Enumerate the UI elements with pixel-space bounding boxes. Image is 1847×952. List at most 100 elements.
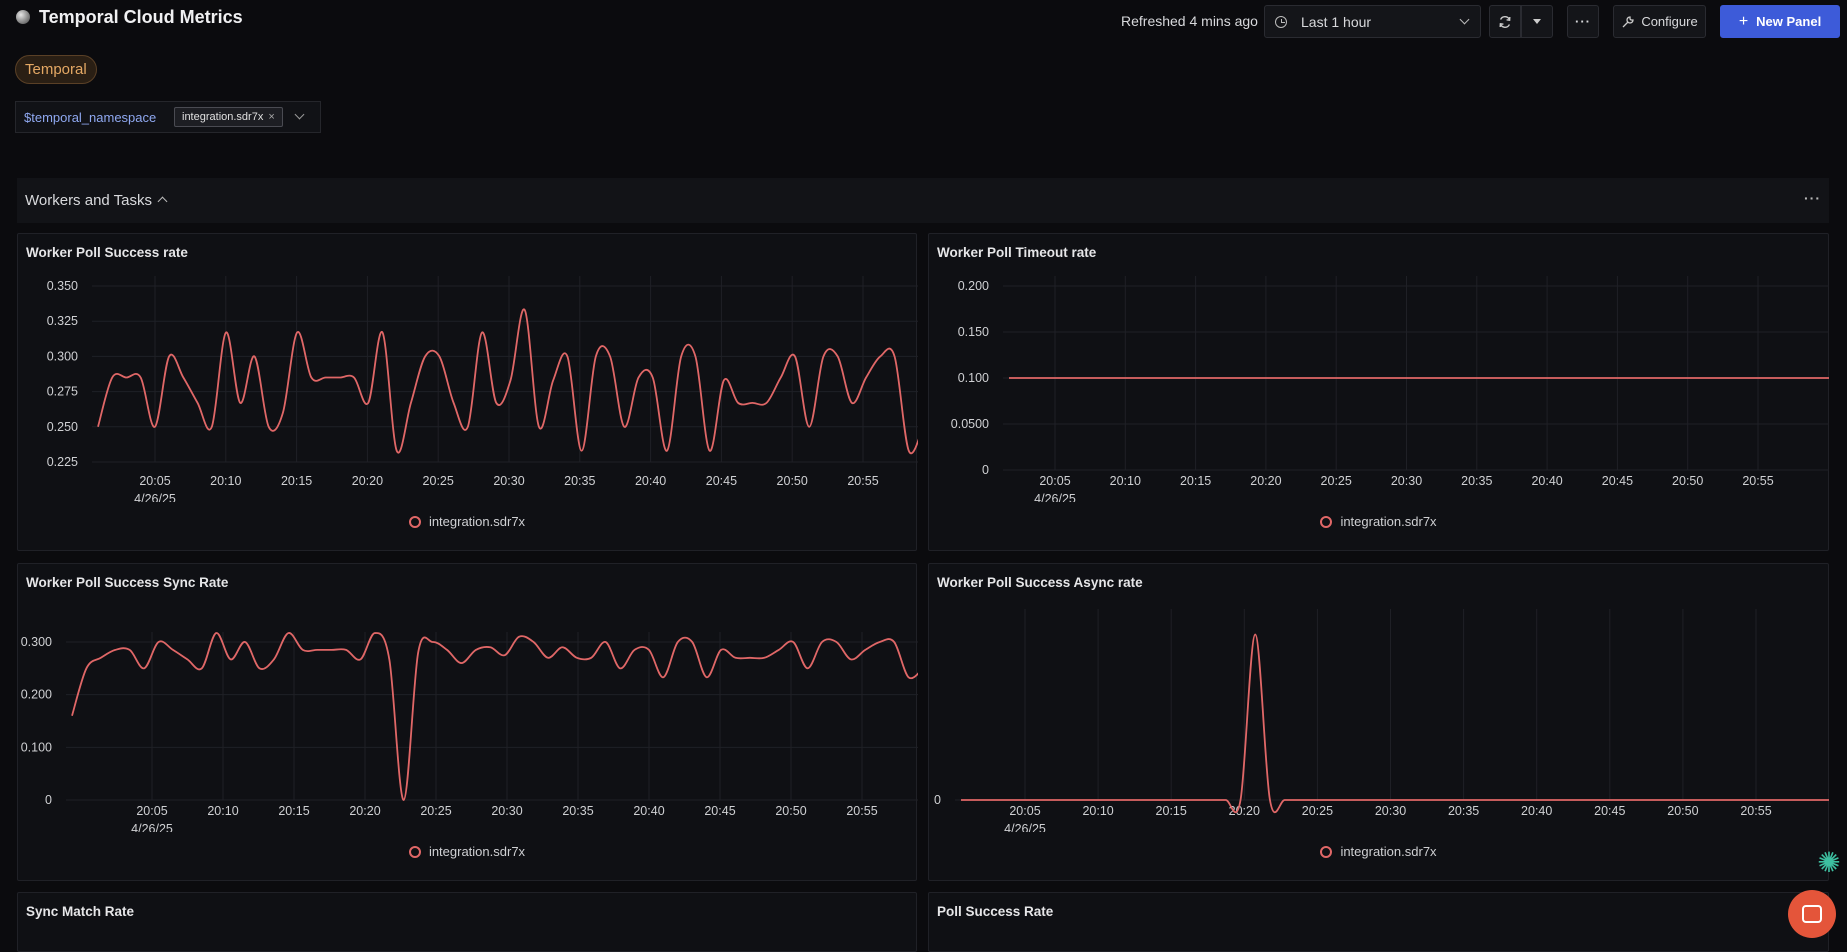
x-tick-label: 20:35 bbox=[564, 474, 595, 488]
x-tick-label: 20:40 bbox=[1531, 474, 1562, 488]
x-tick-label: 20:25 bbox=[1321, 474, 1352, 488]
panel-title: Worker Poll Success Async rate bbox=[937, 575, 1143, 590]
x-tick-label: 20:20 bbox=[352, 474, 383, 488]
row-menu-button[interactable]: ··· bbox=[1804, 190, 1821, 206]
y-tick-label: 0.100 bbox=[21, 740, 52, 754]
page-title: Temporal Cloud Metrics bbox=[39, 7, 243, 27]
legend-label: integration.sdr7x bbox=[1340, 844, 1437, 859]
y-tick-label: 0.200 bbox=[21, 688, 52, 702]
configure-button[interactable]: Configure bbox=[1613, 5, 1706, 38]
x-tick-label: 20:10 bbox=[210, 474, 241, 488]
panel-3[interactable]: Worker Poll Success Sync Rate 20:05 4/26/2… bbox=[17, 563, 918, 881]
x-tick-label: 20:30 bbox=[491, 804, 522, 818]
x-tick-label: 20:10 bbox=[207, 804, 238, 818]
x-tick-label: 20:15 bbox=[1156, 804, 1187, 818]
dashboard-tag[interactable]: Temporal bbox=[15, 55, 97, 84]
panel-4[interactable]: Worker Poll Success Async rate 20:05 4/26/… bbox=[928, 563, 1829, 881]
series-line bbox=[961, 633, 1829, 814]
chart-legend[interactable]: integration.sdr7x bbox=[929, 844, 1828, 859]
row-header-workers-and-tasks[interactable]: Workers and Tasks ··· bbox=[17, 178, 1829, 223]
plus-icon: + bbox=[1738, 12, 1749, 30]
panel-title: Worker Poll Success Sync Rate bbox=[26, 575, 229, 590]
x-tick-label: 20:55 bbox=[1740, 804, 1771, 818]
x-tick-label: 20:05 bbox=[136, 804, 167, 818]
chart-legend[interactable]: integration.sdr7x bbox=[18, 844, 916, 859]
x-tick-label: 20:40 bbox=[1521, 804, 1552, 818]
x-tick-label: 20:25 bbox=[423, 474, 454, 488]
x-tick-label: 20:50 bbox=[1672, 474, 1703, 488]
legend-marker-icon bbox=[1320, 515, 1333, 528]
variable-value: integration.sdr7x bbox=[182, 111, 264, 123]
y-tick-label: 0.225 bbox=[47, 455, 78, 469]
time-range-picker[interactable]: Last 1 hour bbox=[1264, 5, 1481, 38]
legend-marker-icon bbox=[408, 845, 421, 858]
x-tick-label: 20:15 bbox=[1180, 474, 1211, 488]
x-tick-label: 20:45 bbox=[1602, 474, 1633, 488]
legend-label: integration.sdr7x bbox=[428, 514, 526, 529]
x-tick-label: 20:55 bbox=[847, 474, 878, 488]
y-tick-label: 0.250 bbox=[47, 420, 78, 434]
legend-label: integration.sdr7x bbox=[428, 844, 526, 859]
openai-icon[interactable]: ✺ bbox=[1817, 847, 1841, 878]
variable-value-chip[interactable]: integration.sdr7x × bbox=[174, 107, 283, 127]
x-tick-label: 20:15 bbox=[281, 474, 312, 488]
x-tick-label: 20:30 bbox=[493, 474, 524, 488]
panel-title: Worker Poll Timeout rate bbox=[937, 245, 1097, 260]
new-panel-label: New Panel bbox=[1756, 14, 1822, 29]
panel-2[interactable]: Worker Poll Timeout rate 20:05 4/26/25 20:1… bbox=[928, 233, 1829, 551]
y-tick-label: 0.325 bbox=[47, 314, 78, 328]
wrench-icon bbox=[1622, 15, 1634, 27]
time-range-label: Last 1 hour bbox=[1301, 13, 1372, 30]
y-tick-label: 0 bbox=[45, 793, 52, 807]
panel-title: Sync Match Rate bbox=[26, 904, 135, 919]
chart-legend[interactable]: integration.sdr7x bbox=[18, 514, 916, 529]
more-options-button[interactable]: ··· bbox=[1567, 5, 1599, 38]
chevron-down-icon[interactable] bbox=[294, 109, 305, 120]
refresh-interval-dropdown[interactable] bbox=[1521, 5, 1553, 38]
legend-label: integration.sdr7x bbox=[1340, 514, 1437, 529]
top-bar: Temporal Cloud Metrics Refreshed 4 mins … bbox=[0, 0, 1847, 44]
chevron-down-icon bbox=[1459, 14, 1470, 25]
caret-down-icon bbox=[1533, 18, 1541, 24]
y-tick-label: 0.0500 bbox=[951, 417, 989, 431]
series-line bbox=[71, 632, 918, 801]
x-date-label: 4/26/25 bbox=[1034, 492, 1076, 502]
x-tick-label: 20:35 bbox=[1448, 804, 1479, 818]
x-tick-label: 20:05 bbox=[1039, 474, 1070, 488]
chart-svg: 20:05 4/26/25 20:10 20:15 20:20 20:25 20:30 20:… bbox=[951, 276, 1829, 502]
y-tick-label: 0 bbox=[934, 793, 941, 807]
y-tick-label: 0 bbox=[982, 463, 989, 477]
panel-title: Poll Success Rate bbox=[937, 904, 1054, 919]
panel-6[interactable]: Poll Success Rate bbox=[928, 892, 1829, 952]
x-tick-label: 20:20 bbox=[1229, 804, 1260, 818]
close-icon[interactable]: × bbox=[268, 111, 275, 123]
chart-legend[interactable]: integration.sdr7x bbox=[929, 514, 1828, 529]
y-tick-label: 0.200 bbox=[958, 279, 989, 293]
x-tick-label: 20:45 bbox=[706, 474, 737, 488]
legend-marker-icon bbox=[1320, 845, 1333, 858]
y-tick-label: 0.275 bbox=[47, 385, 78, 399]
refresh-icon bbox=[1499, 15, 1511, 28]
y-tick-label: 0.100 bbox=[958, 371, 989, 385]
refresh-button[interactable] bbox=[1489, 5, 1521, 38]
panel-title: Worker Poll Success rate bbox=[26, 245, 188, 260]
namespace-variable[interactable]: $temporal_namespace integration.sdr7x × bbox=[15, 101, 321, 133]
y-tick-label: 0.300 bbox=[21, 635, 52, 649]
variable-label: $temporal_namespace bbox=[24, 110, 157, 125]
chart-svg: 20:05 4/26/25 20:10 20:15 20:20 20:25 20:30 20:… bbox=[934, 609, 1829, 832]
new-panel-button[interactable]: + New Panel bbox=[1720, 5, 1840, 38]
panel-5[interactable]: Sync Match Rate bbox=[17, 892, 917, 952]
x-tick-label: 20:45 bbox=[704, 804, 735, 818]
configure-label: Configure bbox=[1641, 14, 1698, 29]
chart-svg: 20:05 4/26/25 20:10 20:15 20:20 20:25 20:30 20:… bbox=[47, 276, 918, 502]
x-date-label: 4/26/25 bbox=[1004, 822, 1046, 832]
x-tick-label: 20:40 bbox=[633, 804, 664, 818]
chevron-up-icon[interactable] bbox=[157, 196, 168, 207]
panel-1[interactable]: Worker Poll Success rate 20:05 4/26/25 20:1… bbox=[17, 233, 918, 551]
chat-launcher-button[interactable] bbox=[1788, 890, 1836, 938]
x-tick-label: 20:55 bbox=[846, 804, 877, 818]
x-tick-label: 20:30 bbox=[1375, 804, 1406, 818]
y-tick-label: 0.300 bbox=[47, 349, 78, 363]
x-tick-label: 20:50 bbox=[1667, 804, 1698, 818]
refreshed-status: Refreshed 4 mins ago bbox=[1121, 13, 1258, 29]
